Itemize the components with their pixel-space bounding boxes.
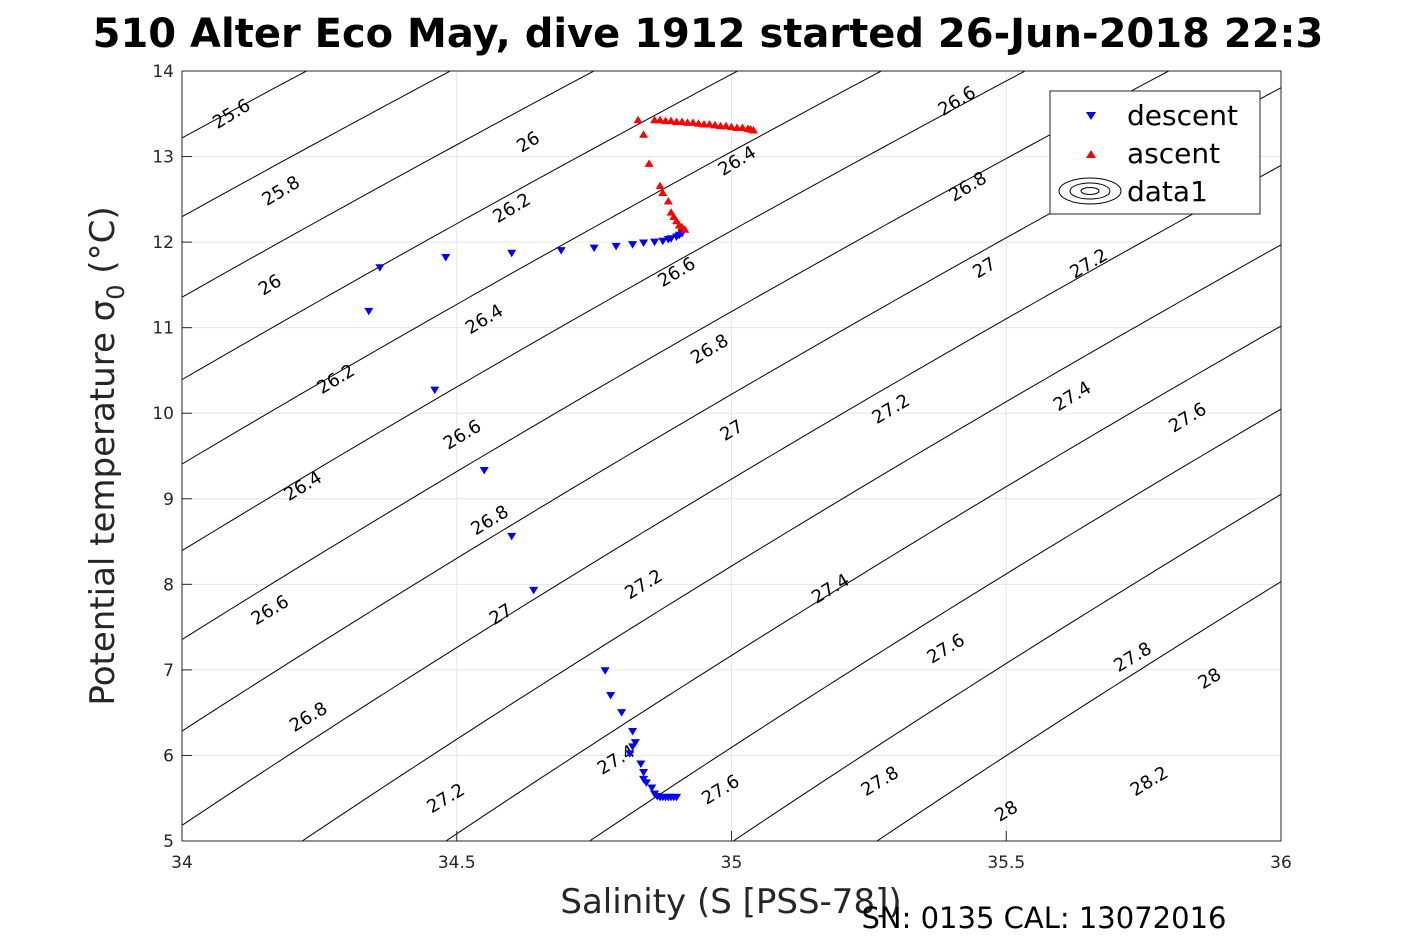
descent-point — [639, 769, 649, 777]
isopycnal-line — [876, 581, 1281, 841]
x-tick-label: 34.5 — [438, 853, 476, 873]
ascent-point — [655, 181, 665, 190]
isopycnal-line — [182, 71, 883, 465]
y-tick-label: 9 — [163, 490, 174, 510]
descent-point — [479, 467, 489, 475]
x-tick-label: 34 — [171, 853, 193, 873]
descent-point — [611, 242, 621, 251]
ascent-point — [655, 115, 665, 124]
y-axis-label-unit: (°C) — [83, 206, 123, 273]
ascent-point — [694, 119, 704, 127]
ascent-point — [663, 197, 673, 205]
descent-point — [625, 750, 635, 758]
y-tick-label: 7 — [163, 661, 174, 681]
isopycnal-line — [445, 325, 1281, 841]
isopycnal-line — [182, 71, 595, 298]
legend: descent ascent data1 — [1049, 90, 1261, 215]
y-tick-label: 14 — [152, 62, 174, 82]
isopycnal-line — [732, 493, 1281, 841]
ascent-point — [639, 130, 649, 138]
isopycnal-line — [301, 244, 1281, 841]
legend-ascent-marker — [1086, 150, 1096, 158]
ascent-point — [680, 225, 690, 233]
descent-point — [364, 307, 374, 316]
isopycnal-line — [182, 71, 1170, 641]
ascent-point — [677, 117, 687, 125]
descent-point — [666, 235, 676, 243]
descent-point — [529, 586, 539, 595]
svg-text:Potential temperature σ0 (°C): Potential temperature σ0 (°C) — [83, 206, 130, 705]
x-tick-label: 35 — [721, 853, 743, 873]
y-tick-label: 10 — [152, 404, 174, 424]
descent-point — [600, 667, 610, 675]
isopycnal-line — [182, 71, 1027, 552]
y-axis-label-subscript: 0 — [102, 284, 130, 299]
axis-ticks: 34 34.5 35 35.5 36 5 6 7 8 9 10 11 12 13 14 — [152, 62, 1291, 873]
legend-contour-label: data1 — [1127, 175, 1208, 208]
y-tick-label: 6 — [163, 746, 174, 766]
y-axis-label: Potential temperature σ0 (°C) — [83, 206, 130, 705]
descent-point — [636, 760, 646, 768]
descent-point — [650, 238, 660, 247]
data-points — [364, 115, 758, 802]
y-tick-label: 11 — [152, 319, 174, 339]
y-tick-label: 13 — [152, 148, 174, 168]
ascent-point — [644, 159, 654, 167]
y-tick-label: 5 — [163, 832, 174, 852]
descent-point — [441, 254, 451, 262]
chart-title: 510 Alter Eco May, dive 1912 started 26-… — [93, 11, 1324, 57]
descent-point — [628, 727, 638, 736]
ascent-point — [748, 126, 758, 134]
x-tick-label: 36 — [1270, 853, 1292, 873]
descent-point — [430, 386, 440, 395]
ascent-point — [705, 120, 715, 128]
descent-point — [589, 244, 599, 253]
isopycnal-line — [588, 408, 1281, 841]
ascent-point — [633, 115, 643, 124]
isopycnal-line — [182, 71, 739, 381]
descent-point — [507, 249, 517, 258]
descent-point — [628, 241, 638, 249]
descent-point — [641, 779, 651, 787]
ascent-point — [658, 188, 668, 196]
y-tick-label: 8 — [163, 575, 174, 595]
descent-point — [639, 239, 649, 247]
sensor-calibration-info: SN: 0135 CAL: 13072016 — [862, 901, 1227, 935]
x-axis-label: Salinity (S [PSS-78]) — [560, 882, 901, 922]
isopycnal-line — [182, 71, 452, 218]
descent-point — [628, 743, 638, 751]
descent-point — [647, 784, 657, 792]
ascent-point — [710, 120, 720, 129]
descent-point — [658, 237, 668, 246]
ascent-point — [721, 121, 731, 130]
descent-point — [606, 692, 616, 700]
ascent-point — [666, 116, 676, 125]
legend-contour-icon — [1058, 177, 1122, 205]
descent-point — [375, 264, 385, 272]
descent-point — [556, 247, 566, 255]
legend-descent-label: descent — [1127, 99, 1238, 132]
ascent-point — [727, 122, 736, 131]
legend-descent-marker — [1086, 112, 1096, 120]
descent-point — [507, 532, 517, 541]
x-tick-label: 35.5 — [987, 853, 1025, 873]
descent-point — [617, 709, 627, 717]
descent-point — [630, 739, 640, 747]
descent-point — [672, 793, 682, 802]
ascent-point — [737, 123, 747, 131]
legend-ascent-label: ascent — [1127, 137, 1220, 170]
y-tick-label: 12 — [152, 233, 174, 253]
ascent-point — [688, 118, 698, 126]
y-axis-label-main: Potential temperature σ — [83, 300, 123, 706]
